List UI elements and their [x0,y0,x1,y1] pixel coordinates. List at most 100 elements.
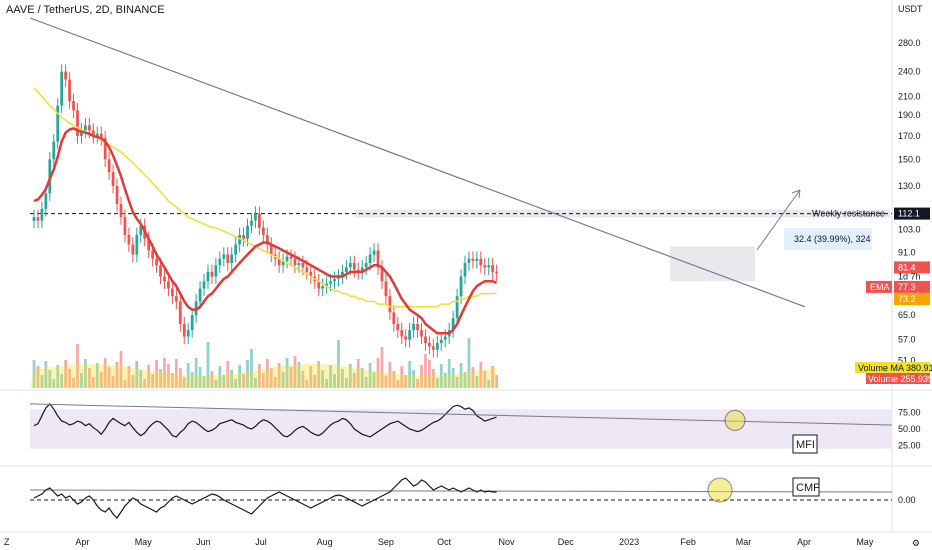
volume-bar [487,380,491,388]
candle-body [479,258,483,266]
volume-bar [281,372,285,388]
candle-body [420,330,423,337]
price-tick: 57.0 [898,335,916,345]
volume-bar [40,375,44,388]
volume-bar [483,371,487,388]
price-tick: 130.0 [898,181,921,191]
volume-bar [439,364,443,388]
volume-bar [36,366,40,388]
candle [471,251,475,269]
volume-bar [309,366,313,388]
candle-body [107,159,111,173]
volume-bar [254,378,257,388]
volume-bar [230,370,234,388]
price-tick: 170.0 [898,131,921,141]
candle [222,247,226,267]
candle-body [238,234,241,245]
mfi-label: MFI [796,439,815,451]
candle [265,227,269,253]
candle-body [72,101,75,111]
countdown-label: 1d 7h [898,271,921,281]
candle [198,281,202,310]
volume-bar [72,378,75,388]
volume-bar [139,370,143,388]
range-box [670,246,755,282]
candle-body [155,258,158,266]
time-tick: 2023 [619,537,639,547]
candle [428,335,431,355]
candle [36,209,40,229]
volume-bar [84,359,87,388]
candle [119,196,123,225]
candle-body [416,324,419,331]
volume-bar [159,369,162,388]
volume-bar [214,380,218,388]
time-tick: Apr [797,537,811,547]
candle-body [91,130,95,136]
candle-body [392,312,396,325]
candle [380,260,384,289]
candle [491,257,495,280]
candle-body [190,315,194,331]
ema-tag-bg [894,280,930,293]
candle-body [388,296,392,313]
candle [127,227,131,253]
candle [475,251,479,269]
volume-bar [44,361,48,388]
volume-bar [325,379,328,388]
volume-bar [115,362,119,388]
candle-body [222,254,226,259]
candle [40,201,44,229]
settings-gear-icon[interactable]: ⚙ [911,538,920,548]
volume-bar [135,361,139,388]
candle-body [95,133,99,136]
candle-body [471,258,475,261]
price-tick: 150.0 [898,154,921,164]
candle-body [147,238,151,251]
candle [479,251,483,273]
candle [463,255,467,285]
volume-bar [428,360,431,388]
candle [52,134,56,167]
candle-body [32,217,36,221]
volume-bar [182,377,186,388]
volume-bar [246,360,249,388]
volume-bar [32,360,36,388]
candle-body [135,234,139,255]
candle-body [115,185,119,205]
candle [218,251,222,273]
candle-body [412,324,415,331]
volume-bar [210,371,214,388]
candle [242,227,245,247]
candle-body [483,265,487,268]
candle-body [44,193,48,209]
volume-bar [348,364,352,388]
candle-body [36,217,40,221]
volume-bar [364,377,368,388]
mfi-tick: 50.00 [898,424,921,434]
candle-body [40,208,44,221]
candle-body [163,276,166,282]
time-tick: Mar [736,537,752,547]
candle-body [206,271,210,282]
candle [495,264,499,281]
candle-body [52,141,56,160]
weekly-resistance-label: Weekly resistance [812,209,885,219]
volume-bar [376,358,380,388]
mfi-tick: 25.00 [898,441,921,451]
candle [206,264,210,289]
candle [234,237,238,263]
volume-bar [431,369,435,388]
price-tick: 91.0 [898,247,916,257]
volume-bar [384,376,388,388]
volume-bar [269,368,273,388]
volume-bar [95,363,99,388]
candle-body [451,318,455,331]
time-tick: May [856,537,874,547]
volume-bar [443,373,447,388]
candle [261,220,265,243]
candle-body [103,138,107,160]
oscillator-panes: MFI CMF [29,402,893,519]
mfi-band [30,409,892,449]
